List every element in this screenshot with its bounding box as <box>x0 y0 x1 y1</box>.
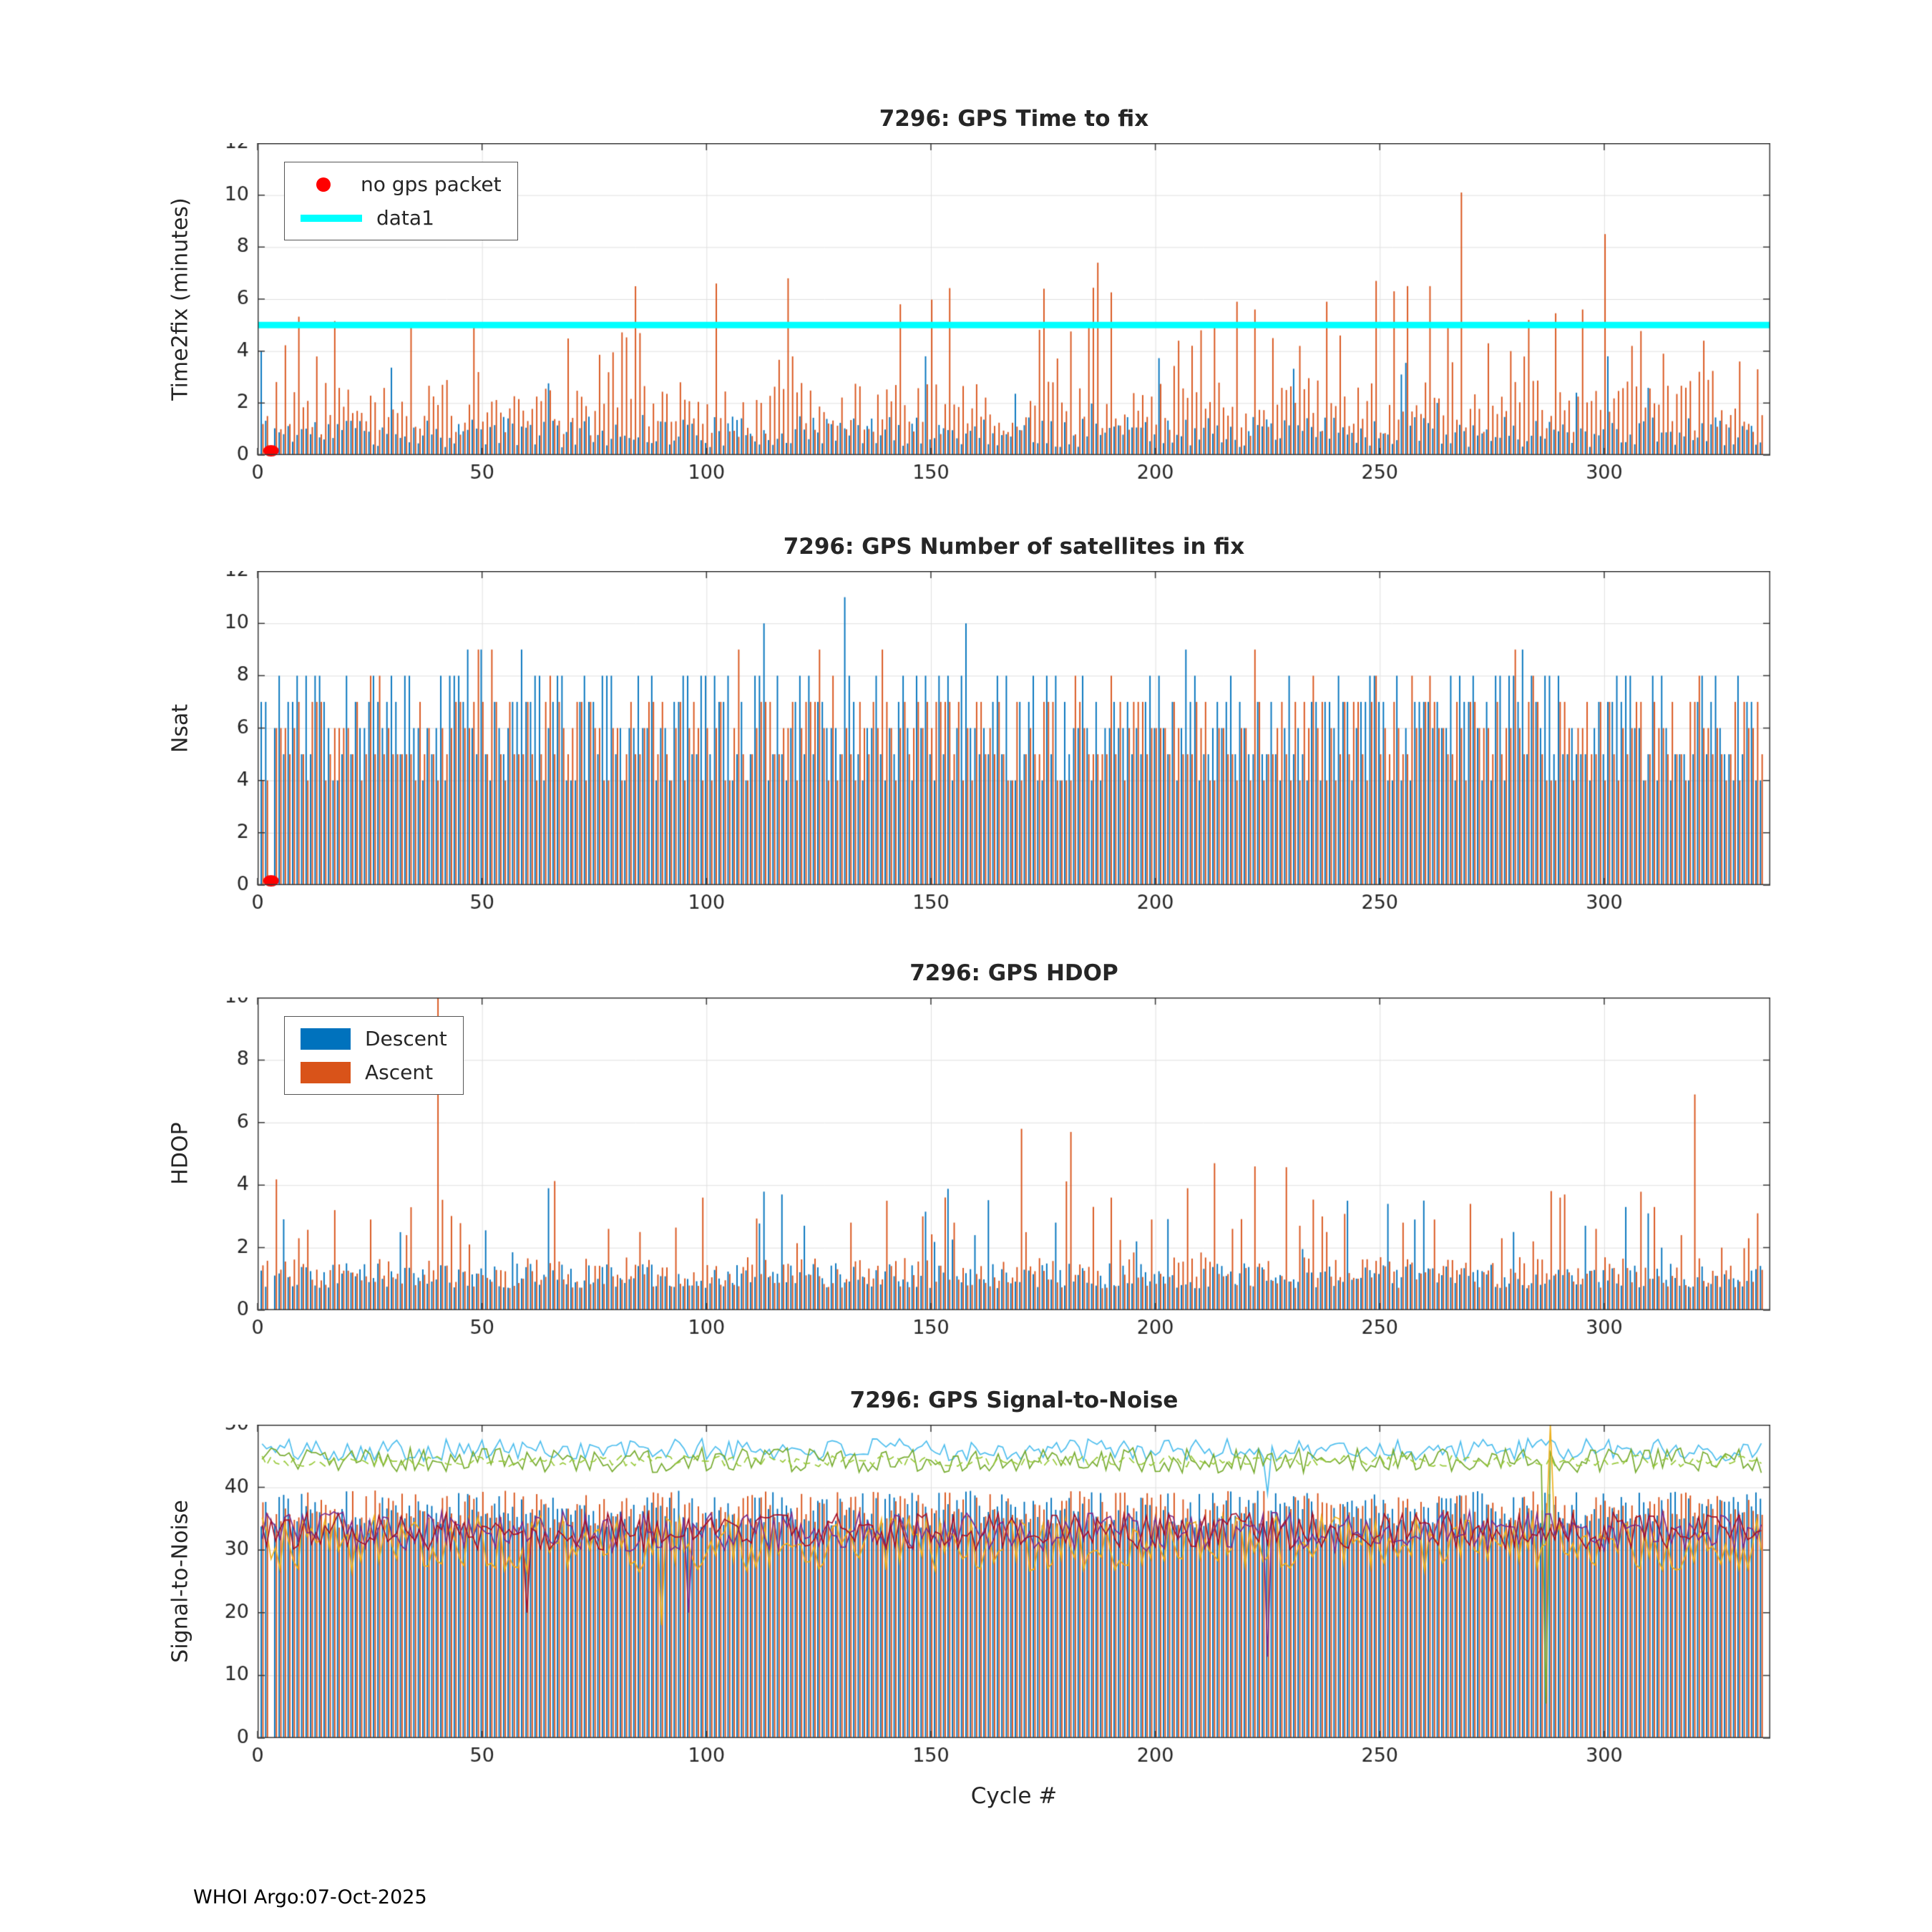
legend-label: data1 <box>376 206 434 230</box>
legend-label: no gps packet <box>361 172 502 196</box>
plot-title-hdop: 7296: GPS HDOP <box>909 960 1118 986</box>
legend-item-descent: Descent <box>301 1027 447 1050</box>
plot-title-snr: 7296: GPS Signal-to-Noise <box>849 1387 1179 1413</box>
legend-time2fix: no gps packet data1 <box>284 162 518 240</box>
legend-hdop: Descent Ascent <box>284 1016 464 1095</box>
footer-text: WHOI Argo:07-Oct-2025 <box>193 1886 427 1908</box>
legend-item-data1: data1 <box>301 206 502 230</box>
descent-patch-icon <box>301 1028 351 1050</box>
no-gps-packet-dot-icon <box>316 177 331 192</box>
legend-item-ascent: Ascent <box>301 1060 447 1084</box>
plot-title-nsat: 7296: GPS Number of satellites in fix <box>783 534 1245 560</box>
legend-label: Ascent <box>365 1060 434 1084</box>
legend-item-no-gps-packet: no gps packet <box>301 172 502 196</box>
ascent-patch-icon <box>301 1061 351 1083</box>
legend-label: Descent <box>365 1027 447 1050</box>
plot-title-time2fix: 7296: GPS Time to fix <box>879 106 1149 132</box>
xaxis-label: Cycle # <box>970 1783 1058 1809</box>
data1-line-icon <box>301 214 362 222</box>
plot-canvas-4 <box>0 1425 1932 1777</box>
plot-canvas-2 <box>0 571 1932 924</box>
